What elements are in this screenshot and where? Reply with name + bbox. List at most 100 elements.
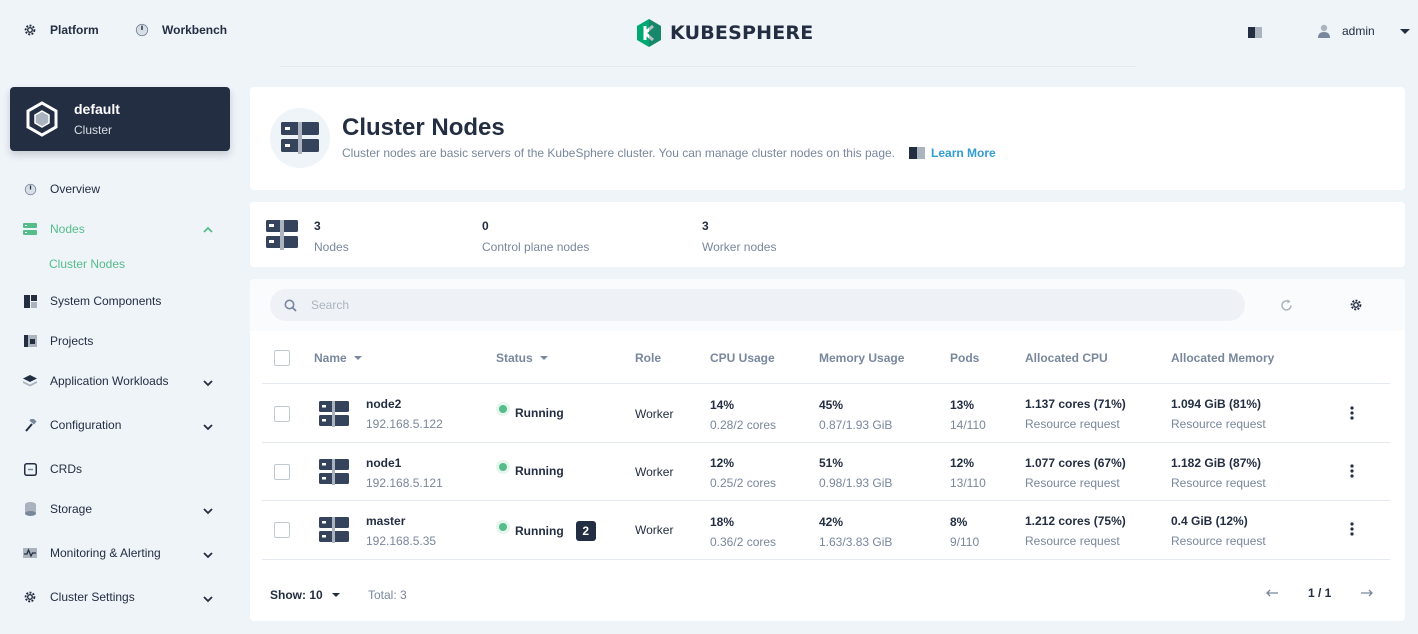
search-icon [284,299,297,312]
status-cell: Running 2 [499,521,596,541]
select-all-checkbox[interactable] [274,350,290,366]
workloads-icon [22,373,38,389]
row-checkbox[interactable] [274,522,290,538]
more-actions-icon[interactable] [1342,403,1362,423]
allocated-cpu-value: 1.077 cores (67%) [1025,456,1126,470]
chevron-down-icon[interactable] [202,376,214,390]
sidebar-subitem-cluster-nodes[interactable]: Cluster Nodes [49,257,126,271]
row-divider [262,500,1390,501]
kubesphere-logo-icon [637,19,661,47]
allocated-cpu-value: 1.212 cores (75%) [1025,514,1126,528]
sidebar-item-storage[interactable]: Storage [22,501,222,517]
search-input[interactable] [311,298,1211,312]
previous-page-arrow-icon[interactable] [1262,589,1282,597]
taint-count-badge[interactable]: 2 [575,521,596,541]
column-header-cpu-usage: CPU Usage [710,351,775,365]
row-checkbox[interactable] [274,464,290,480]
workbench-button[interactable]: Workbench [134,22,227,38]
nodes-table-panel: Name Status Role CPU Usage Memory Usage … [250,279,1405,621]
role-cell: Worker [635,523,674,537]
status-dot-icon [499,405,507,413]
chevron-up-icon[interactable] [202,223,214,237]
learn-more-label: Learn More [931,146,996,160]
row-divider [262,442,1390,443]
pods-cell: 8% 9/110 [950,515,979,549]
cpu-usage-percent: 12% [710,456,735,470]
sidebar-item-nodes[interactable]: Nodes [22,221,222,237]
chevron-down-icon[interactable] [202,504,214,518]
column-label: Status [496,351,533,365]
sidebar-item-configuration[interactable]: Configuration [22,417,222,433]
status-dot-icon [499,463,507,471]
memory-usage-percent: 45% [819,398,844,412]
page-description-text: Cluster nodes are basic servers of the K… [342,146,896,160]
stat-worker-nodes: 3 Worker nodes [702,219,776,254]
sidebar-item-label: Configuration [50,418,122,432]
chevron-down-icon[interactable] [202,548,214,562]
allocated-cpu-cell: 1.077 cores (67%) Resource request [1025,456,1126,490]
dashboard-icon [22,181,38,197]
gear-icon [22,589,38,605]
learn-more-link[interactable]: Learn More [909,146,996,160]
node-name: master [366,514,406,528]
role-cell: Worker [635,465,674,479]
search-bar[interactable] [270,289,1245,321]
cpu-usage-cell: 12% 0.25/2 cores [710,456,776,490]
column-header-status[interactable]: Status [496,351,549,365]
refresh-icon[interactable] [1276,295,1296,315]
stat-value: 3 [702,219,709,233]
sidebar-item-application-workloads[interactable]: Application Workloads [22,373,222,389]
more-actions-icon[interactable] [1342,461,1362,481]
more-actions-icon[interactable] [1342,519,1362,539]
cpu-usage-detail: 0.36/2 cores [710,535,777,549]
monitor-icon [22,545,38,561]
node-name-cell[interactable]: node1 192.168.5.121 [366,456,443,490]
allocated-memory-subtext: Resource request [1171,534,1266,548]
cpu-usage-cell: 14% 0.28/2 cores [710,398,776,432]
page-title: Cluster Nodes [342,114,505,141]
sidebar-item-system-components[interactable]: System Components [22,293,222,309]
page-size-select[interactable]: Show: 10 [270,588,341,602]
platform-button[interactable]: Platform [22,22,99,38]
book-icon [909,147,926,159]
stat-label: Nodes [314,240,349,254]
pods-detail: 13/110 [950,476,986,490]
pods-detail: 14/110 [950,418,986,432]
user-menu[interactable]: admin [1318,24,1413,38]
documentation-icon[interactable] [1248,27,1262,42]
sidebar-item-overview[interactable]: Overview [22,181,222,197]
sidebar-item-crds[interactable]: CRDs [22,461,222,477]
node-name-cell[interactable]: master 192.168.5.35 [366,514,436,548]
cpu-usage-cell: 18% 0.36/2 cores [710,515,776,549]
allocated-cpu-value: 1.137 cores (71%) [1025,397,1126,411]
row-divider [262,559,1390,560]
sidebar-item-label: CRDs [50,462,82,476]
sidebar-item-projects[interactable]: Projects [22,333,222,349]
platform-label: Platform [50,23,99,37]
column-header-name[interactable]: Name [314,351,363,365]
stat-control-plane-nodes: 0 Control plane nodes [482,219,589,254]
node-name-cell[interactable]: node2 192.168.5.122 [366,397,443,431]
chevron-down-icon[interactable] [202,592,214,606]
column-header-role: Role [635,351,662,365]
row-checkbox[interactable] [274,406,290,422]
sort-caret-icon [353,356,362,360]
settings-gear-icon[interactable] [1346,295,1366,315]
sidebar-item-monitoring-alerting[interactable]: Monitoring & Alerting [22,545,222,561]
database-icon [22,501,38,517]
top-bar: Platform Workbench KUBESPHERE admin [0,0,1418,67]
chevron-down-icon[interactable] [202,420,214,434]
cluster-selector[interactable]: default Cluster [10,87,230,151]
page-description: Cluster nodes are basic servers of the K… [342,146,996,160]
kubesphere-logo[interactable]: KUBESPHERE [636,18,813,48]
sidebar-item-cluster-settings[interactable]: Cluster Settings [22,589,222,605]
sidebar-item-label: Nodes [50,222,85,236]
sidebar-item-label: Projects [50,334,94,348]
column-header-allocated-cpu: Allocated CPU [1025,351,1108,365]
top-divider [280,66,1136,67]
next-page-arrow-icon[interactable] [1357,589,1377,597]
nodes-icon [22,221,38,237]
sort-caret-icon [539,356,548,360]
cpu-usage-detail: 0.28/2 cores [710,418,777,432]
sidebar-item-label: Storage [50,502,93,516]
